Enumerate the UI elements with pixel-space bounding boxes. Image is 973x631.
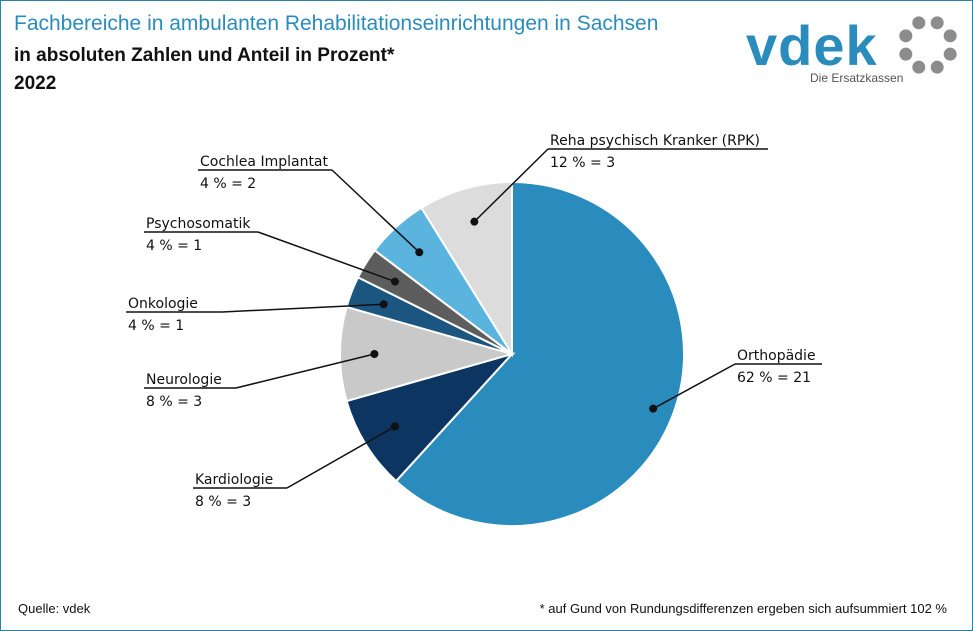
source-note: Quelle: vdek <box>18 601 91 616</box>
leader-dot <box>391 277 400 286</box>
logo-dot <box>912 60 926 74</box>
logo-dot <box>943 29 957 43</box>
slice-label-value: 4 % = 2 <box>200 176 256 192</box>
pie-slice-reha-psychisch-kranker-rpk- <box>420 180 513 358</box>
ring-of-dots-icon <box>899 16 957 74</box>
leader-dot <box>470 217 479 226</box>
leader-line <box>221 303 384 313</box>
vdek-logo: vdek Die Ersatzkassen <box>746 14 957 85</box>
leader-line <box>331 169 420 253</box>
leader-dot <box>391 422 400 431</box>
chart-year: 2022 <box>14 73 57 94</box>
logo-dot <box>899 47 913 61</box>
slice-label-value: 4 % = 1 <box>146 238 202 254</box>
logo-dot <box>930 16 944 30</box>
logo-dot <box>930 60 944 74</box>
leader-line <box>235 353 375 389</box>
logo-tagline: Die Ersatzkassen <box>810 71 903 85</box>
logo-wordmark: vdek <box>746 14 878 77</box>
slice-label-name: Onkologie <box>128 296 198 312</box>
leader-line <box>257 231 396 283</box>
slice-label-name: Reha psychisch Kranker (RPK) <box>550 133 760 149</box>
logo-dot <box>899 29 913 43</box>
pie-slice-neurologie <box>339 305 516 403</box>
slice-label-name: Kardiologie <box>195 472 273 488</box>
slice-label-value: 4 % = 1 <box>128 318 184 334</box>
slice-label-value: 12 % = 3 <box>550 155 615 171</box>
footnote: * auf Gund von Rundungsdifferenzen ergeb… <box>539 601 947 616</box>
logo-dot <box>912 16 926 30</box>
leader-line <box>473 148 549 223</box>
leader-dot <box>379 300 388 309</box>
pie-slice-orthop-die <box>394 180 685 527</box>
pie-slice-kardiologie <box>345 352 516 483</box>
chart-subtitle: in absoluten Zahlen und Anteil in Prozen… <box>14 45 395 66</box>
leader-line <box>652 363 736 410</box>
leader-dot <box>649 404 658 413</box>
chart-title: Fachbereiche in ambulanten Rehabilitatio… <box>14 12 659 35</box>
slice-label-value: 8 % = 3 <box>195 494 251 510</box>
slice-label-value: 8 % = 3 <box>146 394 202 410</box>
slice-label-name: Orthopädie <box>737 348 816 364</box>
logo-dot <box>943 47 957 61</box>
slice-label-value: 62 % = 21 <box>737 370 811 386</box>
slice-label-name: Neurologie <box>146 372 222 388</box>
leader-line <box>286 425 396 489</box>
leader-dot <box>370 350 379 358</box>
leader-dot <box>415 248 424 257</box>
slice-label-name: Cochlea Implantat <box>200 154 329 170</box>
slice-label-name: Psychosomatik <box>146 216 251 232</box>
